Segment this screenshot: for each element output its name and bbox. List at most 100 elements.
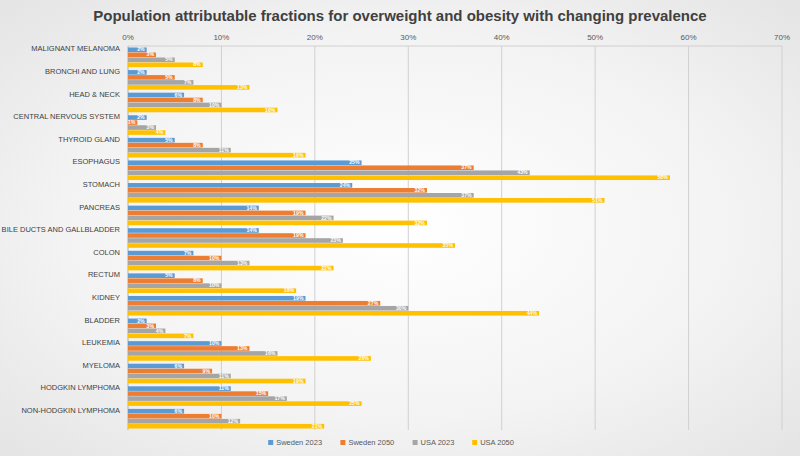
grid-line <box>408 46 409 430</box>
bar <box>128 153 306 158</box>
bars <box>128 47 670 428</box>
data-label: 32% <box>415 220 426 226</box>
grid-line <box>688 46 689 430</box>
tick-label: 20% <box>307 33 323 42</box>
category-label: ESOPHAGUS <box>72 157 120 166</box>
data-label: 5% <box>165 74 173 80</box>
legend-swatch <box>472 440 477 445</box>
legend-swatch <box>413 440 418 445</box>
data-label: 18% <box>284 287 295 293</box>
bar <box>128 288 296 293</box>
bar <box>128 256 221 261</box>
data-label: 17% <box>274 395 285 401</box>
data-label: 51% <box>592 197 603 203</box>
bar <box>128 369 212 374</box>
bar <box>128 319 147 324</box>
bar <box>128 75 175 80</box>
data-label: 14% <box>246 227 257 233</box>
data-label: 14% <box>246 205 257 211</box>
data-label: 7% <box>184 79 192 85</box>
bar <box>128 62 203 67</box>
data-label: 37% <box>461 192 472 198</box>
bar <box>128 198 604 203</box>
data-label: 4% <box>156 129 164 135</box>
bar <box>128 148 231 153</box>
data-label: 16% <box>265 350 276 356</box>
data-label: 27% <box>368 300 379 306</box>
data-label: 5% <box>165 56 173 62</box>
tick-label: 10% <box>213 33 229 42</box>
data-labels: 2%3%5%8%2%5%7%13%6%8%10%16%2%1%3%4%5%8%1… <box>128 46 668 428</box>
bar <box>128 93 184 98</box>
bar <box>128 311 539 316</box>
bar <box>128 80 193 85</box>
category-label: KIDNEY <box>92 293 120 302</box>
bar <box>128 261 249 266</box>
grid-line <box>782 46 783 430</box>
data-label: 5% <box>165 272 173 278</box>
bar <box>128 103 221 108</box>
category-label: STOMACH <box>83 180 120 189</box>
bar <box>128 251 193 256</box>
bar <box>128 364 184 369</box>
tick-label: 70% <box>774 33 790 42</box>
bar <box>128 228 259 233</box>
data-label: 16% <box>265 107 276 113</box>
bar <box>128 175 670 180</box>
legend-swatch <box>268 440 273 445</box>
category-label: BRONCHI AND LUNG <box>45 67 120 76</box>
data-label: 6% <box>175 408 183 414</box>
bar <box>128 396 287 401</box>
grid-line <box>595 46 596 430</box>
data-label: 19% <box>293 378 304 384</box>
data-label: 5% <box>165 137 173 143</box>
bar <box>128 98 203 103</box>
data-label: 30% <box>396 305 407 311</box>
data-label: 8% <box>193 142 201 148</box>
bar <box>128 233 306 238</box>
bar <box>128 278 203 283</box>
data-label: 22% <box>321 215 332 221</box>
data-label: 2% <box>137 46 145 52</box>
bar <box>128 216 334 221</box>
data-label: 3% <box>147 323 155 329</box>
category-label: CENTRAL NERVOUS SYSTEM <box>13 112 120 121</box>
category-label: MYELOMA <box>82 361 120 370</box>
bar <box>128 193 474 198</box>
bar <box>128 165 474 170</box>
category-label: MALIGNANT MELANOMA <box>31 44 120 53</box>
category-label: LIVER, BILE DUCTS AND GALLBLADDER <box>0 225 121 234</box>
data-label: 6% <box>175 363 183 369</box>
data-label: 43% <box>517 169 528 175</box>
bar <box>128 409 184 414</box>
legend-label: Sweden 2023 <box>276 438 322 447</box>
data-label: 10% <box>209 340 220 346</box>
data-label: 3% <box>147 51 155 57</box>
data-label: 25% <box>349 159 360 165</box>
data-label: 7% <box>184 250 192 256</box>
data-label: 13% <box>237 84 248 90</box>
data-label: 19% <box>293 210 304 216</box>
data-label: 44% <box>527 310 538 316</box>
data-label: 19% <box>293 295 304 301</box>
category-label: HEAD & NECK <box>69 90 120 99</box>
bar <box>128 108 277 113</box>
bar <box>128 211 306 216</box>
data-label: 2% <box>137 69 145 75</box>
data-label: 10% <box>209 255 220 261</box>
bar <box>128 329 165 334</box>
category-label: NON-HODGKIN LYMPHOMA <box>21 406 120 415</box>
tick-label: 60% <box>681 33 697 42</box>
bar <box>128 266 334 271</box>
data-label: 2% <box>137 114 145 120</box>
bar <box>128 306 408 311</box>
data-label: 11% <box>219 385 229 391</box>
category-label: RECTUM <box>88 270 120 279</box>
data-label: 2% <box>137 318 145 324</box>
bar <box>128 57 175 62</box>
bar <box>128 386 231 391</box>
data-label: 11% <box>219 147 229 153</box>
data-label: 19% <box>293 232 304 238</box>
bar <box>128 341 221 346</box>
data-label: 8% <box>193 277 201 283</box>
